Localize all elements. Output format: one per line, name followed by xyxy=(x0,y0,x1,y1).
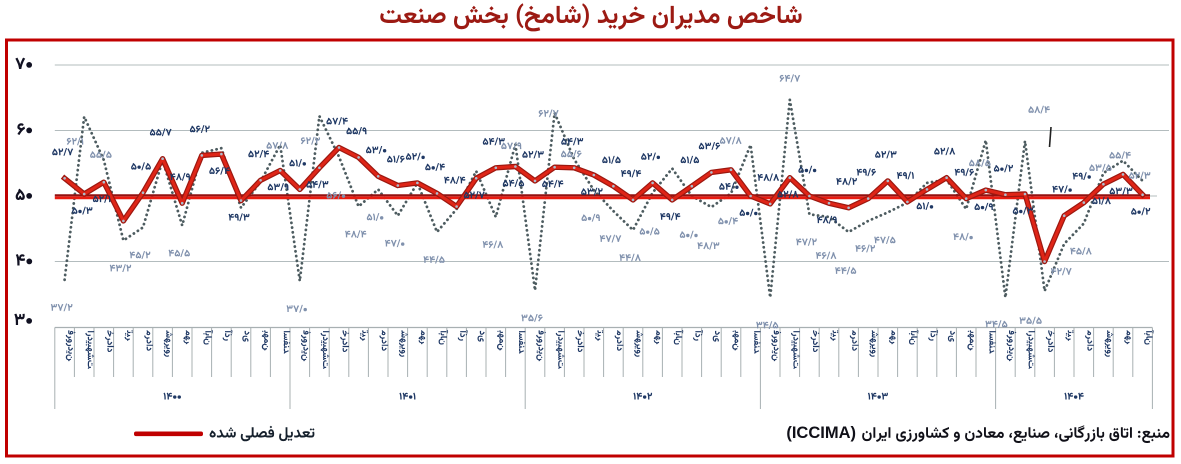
svg-text:(ICCIMA): (ICCIMA) xyxy=(786,424,856,442)
